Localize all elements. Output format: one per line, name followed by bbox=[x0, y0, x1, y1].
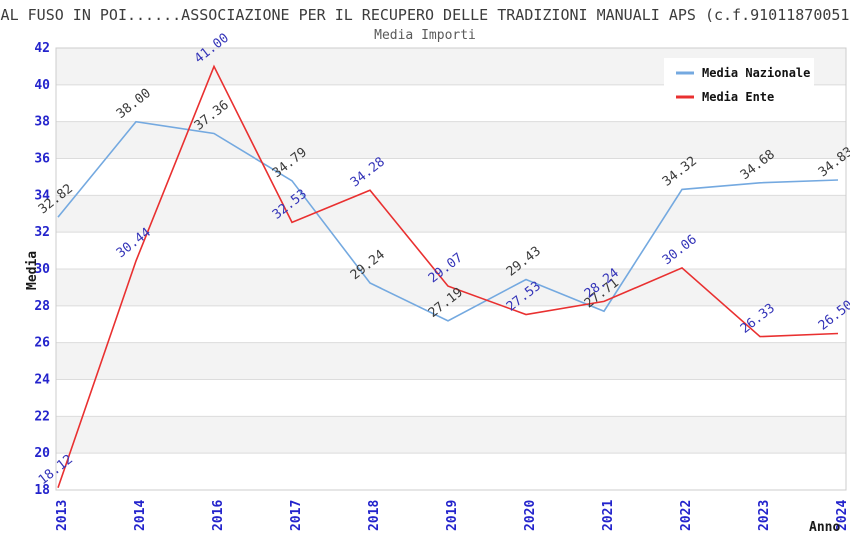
y-tick-label: 34 bbox=[34, 188, 50, 203]
x-axis-title: Anno bbox=[809, 520, 840, 535]
y-tick-label: 20 bbox=[34, 446, 50, 461]
y-tick-label: 40 bbox=[34, 78, 50, 93]
y-tick-label: 36 bbox=[34, 152, 50, 167]
y-tick-label: 24 bbox=[34, 373, 50, 388]
x-tick-label: 2024 bbox=[835, 500, 850, 531]
y-tick-label: 18 bbox=[34, 483, 50, 498]
x-tick-label: 2018 bbox=[367, 500, 382, 531]
y-tick-label: 30 bbox=[34, 262, 50, 277]
grid-band bbox=[56, 342, 846, 380]
plot-border bbox=[55, 47, 847, 491]
chart-title: DAL FUSO IN POI......ASSOCIAZIONE PER IL… bbox=[0, 6, 850, 24]
y-tick-label: 38 bbox=[34, 115, 50, 130]
x-tick-label: 2022 bbox=[679, 500, 694, 531]
y-tick-label: 28 bbox=[34, 299, 50, 314]
x-tick-label: 2020 bbox=[523, 500, 538, 531]
x-tick-label: 2017 bbox=[289, 500, 304, 531]
x-tick-label: 2021 bbox=[601, 500, 616, 531]
chart-subtitle: Media Importi bbox=[374, 28, 476, 43]
x-tick-label: 2016 bbox=[211, 500, 226, 531]
x-tick-label: 2023 bbox=[757, 500, 772, 531]
y-tick-label: 42 bbox=[34, 41, 50, 56]
legend-item-label: Media Nazionale bbox=[702, 66, 810, 80]
y-tick-label: 32 bbox=[34, 225, 50, 240]
series-line-media-ente bbox=[57, 64, 839, 489]
grid-band bbox=[56, 121, 846, 159]
y-tick-label: 26 bbox=[34, 336, 50, 351]
x-tick-label: 2014 bbox=[133, 500, 148, 531]
legend-item-label: Media Ente bbox=[702, 90, 774, 104]
y-tick-label: 22 bbox=[34, 409, 50, 424]
x-tick-label: 2019 bbox=[445, 500, 460, 531]
y-axis-title: Media bbox=[25, 251, 40, 290]
grid-band bbox=[56, 195, 846, 233]
grid-band bbox=[56, 416, 846, 454]
x-tick-label: 2013 bbox=[55, 500, 70, 531]
